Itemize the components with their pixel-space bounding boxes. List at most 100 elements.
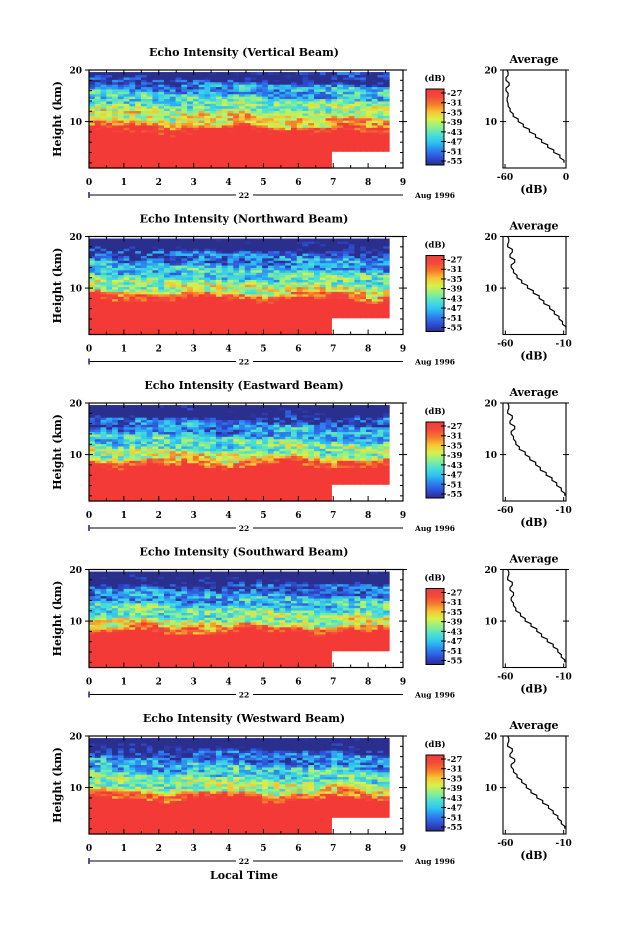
- heatmap-cell: [233, 72, 239, 75]
- average-y-tick-label: 20: [484, 233, 497, 243]
- heatmap-cell: [291, 72, 297, 75]
- heatmap-cell: [383, 239, 389, 242]
- heatmap-cell: [314, 239, 320, 242]
- heatmap-cell: [239, 72, 245, 75]
- heatmap-cell: [106, 239, 112, 242]
- x-tick-label: 4: [225, 345, 231, 355]
- heatmap-cell: [279, 72, 285, 75]
- heatmap-cell: [314, 72, 320, 75]
- heatmap-cell: [239, 239, 245, 242]
- date-day: 22: [239, 191, 249, 200]
- heatmap-cell: [256, 72, 262, 75]
- heatmap-cell: [291, 239, 297, 242]
- heatmap-cell: [216, 239, 222, 242]
- heatmap-cell: [268, 239, 274, 242]
- average-x-tick-label: 0: [563, 173, 569, 183]
- heatmap-cell: [106, 72, 112, 75]
- heatmap-cell: [302, 72, 308, 75]
- heatmap-cell: [112, 239, 118, 242]
- heatmap-cell: [124, 239, 130, 242]
- echo-heatmap: [89, 239, 390, 336]
- y-tick-label: 20: [69, 233, 82, 243]
- colorbar-tick-label: -55: [447, 324, 462, 334]
- heatmap-cell: [378, 72, 384, 75]
- colorbar-tick-label: -27: [447, 89, 462, 99]
- x-tick-label: 8: [365, 345, 371, 355]
- colorbar-tick-label: -39: [447, 285, 462, 295]
- heatmap-cell: [285, 239, 291, 242]
- heatmap-cell: [285, 72, 291, 75]
- heatmap-cell: [354, 72, 360, 75]
- y-axis-label: Height (km): [51, 248, 64, 324]
- heatmap-cell: [366, 239, 372, 242]
- y-tick-label: 10: [69, 118, 82, 128]
- x-tick-label: 0: [86, 178, 92, 188]
- heatmap-cell: [199, 72, 205, 75]
- colorbar-tick-label: -35: [447, 275, 462, 285]
- heatmap-cell: [297, 72, 303, 75]
- echo-heatmap: [89, 72, 390, 169]
- x-tick-label: 4: [225, 178, 231, 188]
- x-tick-label: 3: [191, 178, 197, 188]
- heatmap-cell: [372, 72, 378, 75]
- colorbar-tick-label: -35: [447, 108, 462, 118]
- x-tick-label: 5: [260, 178, 266, 188]
- date-day: 22: [239, 358, 249, 367]
- x-tick-label: 7: [330, 178, 336, 188]
- average-y-tick-label: 10: [484, 118, 497, 128]
- average-x-tick-label: -60: [497, 173, 513, 183]
- y-tick-label: 20: [69, 67, 82, 77]
- average-x-tick-label: -60: [497, 340, 513, 350]
- heatmap-cell: [378, 239, 384, 242]
- heatmap-cell: [129, 239, 135, 242]
- x-tick-label: 6: [295, 345, 301, 355]
- heatmap-cell: [152, 72, 158, 75]
- heatmap-cell: [112, 72, 118, 75]
- average-x-tick-label: -10: [556, 340, 572, 350]
- heatmap-cell: [274, 239, 280, 242]
- heatmap-cell: [308, 239, 314, 242]
- heatmap-cell: [170, 239, 176, 242]
- heatmap-cell: [372, 239, 378, 242]
- x-tick-label: 2: [156, 345, 162, 355]
- colorbar-tick-label: -43: [447, 128, 462, 138]
- heatmap-cell: [383, 72, 389, 75]
- date-month: Aug 1996: [414, 358, 455, 367]
- heatmap-cell: [181, 239, 187, 242]
- heatmap-cell: [343, 72, 349, 75]
- heatmap-cell: [147, 239, 153, 242]
- date-month: Aug 1996: [414, 191, 455, 200]
- heatmap-cell: [135, 239, 141, 242]
- colorbar-tick-label: -51: [447, 314, 462, 324]
- x-tick-label: 1: [121, 345, 127, 355]
- heatmap-cell: [152, 239, 158, 242]
- average-x-label: (dB): [520, 183, 547, 196]
- heatmap-cell: [89, 72, 95, 75]
- colorbar: [426, 256, 444, 332]
- heatmap-cell: [135, 72, 141, 75]
- colorbar: [426, 89, 444, 165]
- colorbar-tick-label: -55: [447, 157, 462, 167]
- average-title: Average: [508, 220, 558, 233]
- heatmap-cell: [95, 72, 101, 75]
- x-tick-label: 2: [156, 178, 162, 188]
- y-tick-label: 10: [69, 285, 82, 295]
- heatmap-cell: [274, 72, 280, 75]
- heatmap-cell: [337, 239, 343, 242]
- heatmap-cell: [170, 72, 176, 75]
- x-tick-label: 7: [330, 345, 336, 355]
- x-tick-label: 0: [86, 345, 92, 355]
- heatmap-cell: [95, 239, 101, 242]
- heatmap-cell: [216, 72, 222, 75]
- heatmap-cell: [204, 239, 210, 242]
- heatmap-cell: [118, 239, 124, 242]
- heatmap-cell: [268, 72, 274, 75]
- colorbar-unit: (dB): [424, 240, 445, 251]
- colorbar-tick-label: -51: [447, 147, 462, 157]
- heatmap-cell: [354, 239, 360, 242]
- x-tick-label: 3: [191, 345, 197, 355]
- colorbar-tick-label: -47: [447, 138, 462, 148]
